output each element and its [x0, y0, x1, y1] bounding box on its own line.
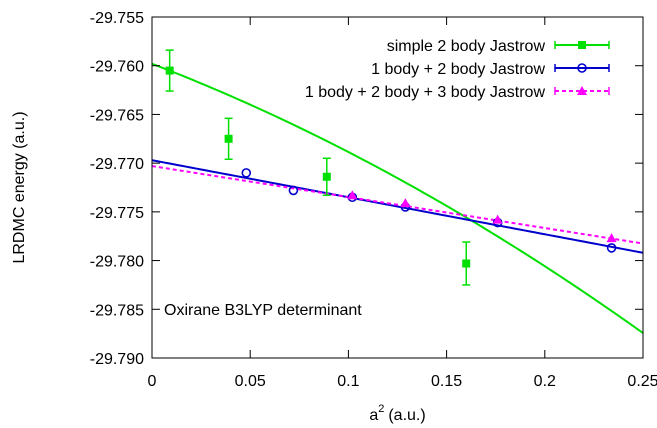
legend-label-series-1: 1 body + 2 body Jastrow	[371, 61, 545, 78]
data-point-series-2	[347, 190, 358, 200]
legend-label-series-2: 1 body + 2 body + 3 body Jastrow	[305, 84, 546, 101]
data-point-series-2	[492, 214, 503, 224]
x-axis-label: a2 (a.u.)	[369, 403, 425, 424]
y-tick-label: -29.785	[90, 302, 144, 319]
data-point-series-2	[606, 233, 617, 243]
y-tick-label: -29.775	[90, 205, 144, 222]
data-point-series-0	[224, 134, 233, 143]
legend-marker-series-1	[577, 63, 587, 73]
legend-marker-series-0	[578, 41, 586, 49]
data-point-series-0	[165, 66, 174, 75]
x-axis-label-unit: (a.u.)	[388, 407, 425, 424]
x-tick-label: 0.05	[235, 373, 266, 390]
data-point-series-1	[241, 168, 252, 178]
data-point-series-1	[606, 243, 617, 253]
x-tick-label: 0.25	[627, 373, 657, 390]
data-markers	[165, 49, 617, 286]
data-point-series-1	[288, 185, 299, 196]
y-tick-label: -29.780	[90, 254, 144, 271]
y-axis-label: LRDMC energy (a.u.)	[11, 111, 28, 263]
data-point-series-0	[462, 259, 471, 268]
data-point-series-0	[322, 172, 331, 181]
fit-line-series-1	[151, 159, 644, 254]
y-tick-label: -29.765	[90, 107, 144, 124]
y-tick-label: -29.755	[90, 10, 144, 27]
legend-marker-series-2	[577, 86, 587, 95]
x-tick-label: 0	[148, 373, 157, 390]
x-tick-label: 0.1	[337, 373, 359, 390]
data-point-series-2	[400, 198, 411, 208]
y-tick-label: -29.790	[90, 351, 144, 368]
plot-frame	[151, 16, 644, 359]
y-tick-label: -29.760	[90, 59, 144, 76]
axes	[151, 16, 644, 359]
fit-curves	[151, 62, 644, 334]
fit-line-series-2	[151, 165, 644, 245]
y-tick-label: -29.770	[90, 156, 144, 173]
fit-line-series-0	[151, 62, 644, 334]
legend-label-series-0: simple 2 body Jastrow	[387, 38, 546, 55]
tick-labels: 0 0.05 0.1 0.15 0.2 0.25 -29.755 -29.760 -29.765…	[90, 10, 657, 390]
x-axis-label-superscript: 2	[378, 403, 384, 415]
x-tick-label: 0.15	[431, 373, 462, 390]
x-tick-label: 0.2	[534, 373, 556, 390]
legend: simple 2 body Jastrow 1 body + 2 body Jas…	[305, 38, 610, 101]
x-axis-label-base: a	[369, 407, 378, 424]
chart-annotation: Oxirane B3LYP determinant	[164, 302, 362, 319]
